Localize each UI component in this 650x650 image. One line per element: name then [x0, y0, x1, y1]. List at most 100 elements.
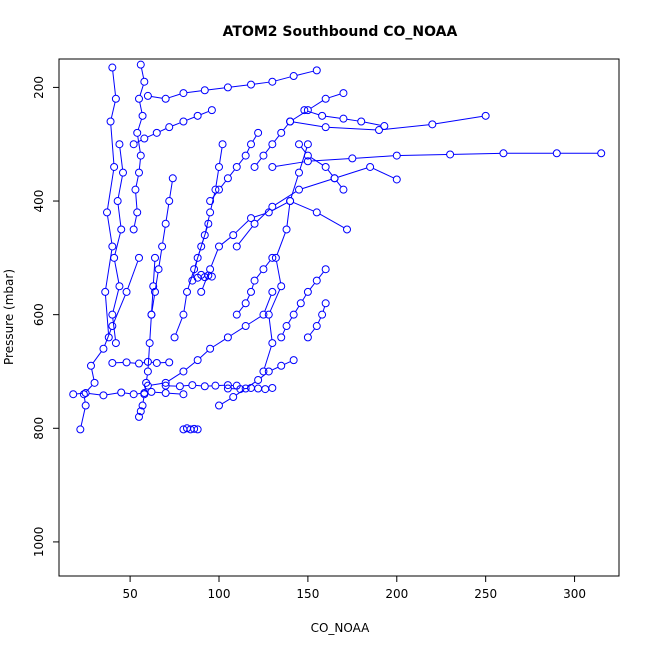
data-point	[190, 424, 199, 433]
series-line-segment	[186, 116, 195, 121]
data-point	[289, 356, 298, 365]
series-24	[179, 424, 202, 434]
data-point	[129, 225, 138, 234]
data-point	[229, 231, 238, 240]
data-point	[318, 310, 327, 319]
series-line-segment	[155, 272, 159, 289]
series-line-segment	[274, 135, 280, 142]
y-axis: 200 400 600 800 1000	[32, 76, 59, 557]
data-point	[250, 276, 259, 285]
series-line-segment	[169, 392, 180, 395]
data-point	[103, 208, 111, 217]
series-line-segment	[322, 306, 326, 312]
data-point	[108, 358, 117, 367]
series-line-segment	[135, 193, 138, 209]
data-point	[261, 385, 270, 394]
series-line-segment	[230, 327, 243, 336]
data-point	[106, 117, 115, 126]
data-point	[282, 322, 291, 331]
data-point	[165, 123, 174, 132]
data-point	[215, 185, 223, 194]
plot-frame	[58, 58, 620, 577]
data-point	[170, 333, 179, 342]
series-line-segment	[139, 102, 143, 113]
data-point	[259, 367, 268, 376]
data-point	[289, 310, 298, 319]
data-point	[215, 401, 223, 410]
data-point	[193, 111, 202, 120]
data-point	[268, 140, 277, 149]
series-line-segment	[300, 146, 307, 154]
data-point	[129, 390, 138, 399]
series-line-segment	[133, 215, 137, 227]
series-line-segment	[110, 102, 116, 119]
data-point	[218, 140, 227, 149]
x-tick-label: 200	[385, 587, 408, 601]
data-point	[264, 208, 273, 217]
data-point	[204, 219, 213, 228]
series-line-segment	[208, 87, 225, 91]
data-point	[111, 339, 120, 348]
series-line-segment	[147, 133, 154, 138]
series-line-segment	[282, 123, 289, 131]
data-point	[200, 231, 209, 240]
data-point	[321, 123, 330, 132]
series-line-segment	[183, 295, 187, 312]
data-point	[295, 140, 303, 149]
data-point	[119, 168, 127, 177]
series-5	[129, 60, 149, 234]
series-25	[303, 299, 330, 342]
series-line-segment	[138, 159, 141, 170]
series-line-segment	[172, 122, 181, 127]
series-line-segment	[248, 381, 256, 387]
series-28	[232, 253, 277, 319]
series-line-segment	[201, 226, 208, 244]
series-line-segment	[382, 124, 429, 131]
data-point	[282, 225, 291, 234]
series-line-segment	[162, 227, 166, 244]
data-point	[108, 310, 117, 319]
data-point	[90, 378, 99, 387]
data-point	[339, 185, 348, 194]
series-line-segment	[113, 294, 126, 323]
series-line-segment	[136, 139, 142, 144]
data-point	[179, 367, 188, 376]
series-line-segment	[85, 385, 93, 392]
data-point	[135, 412, 143, 421]
series-line-segment	[210, 249, 219, 267]
data-point	[295, 168, 303, 177]
data-point	[179, 117, 188, 126]
series-line-segment	[310, 100, 323, 109]
data-point	[312, 276, 321, 285]
data-point	[158, 242, 167, 251]
data-point	[152, 358, 161, 367]
data-point	[206, 197, 215, 206]
data-point	[303, 157, 312, 166]
series-line-segment	[329, 126, 376, 131]
series-line-segment	[187, 272, 194, 289]
series-line-segment	[151, 289, 154, 312]
series-line-segment	[168, 372, 181, 382]
series-23	[215, 356, 298, 410]
series-line-segment	[91, 369, 95, 380]
series-8	[143, 287, 277, 390]
data-point	[211, 381, 220, 390]
series-line-segment	[256, 158, 262, 165]
data-point	[597, 149, 606, 158]
data-point	[271, 253, 280, 262]
data-point	[264, 367, 273, 376]
data-point	[250, 219, 259, 228]
series-line-segment	[135, 175, 139, 187]
data-point	[259, 265, 268, 274]
data-point	[268, 383, 277, 392]
series-line-segment	[112, 70, 116, 96]
series-line-segment	[260, 373, 267, 379]
data-point	[193, 425, 202, 434]
data-point	[268, 202, 277, 211]
data-point	[136, 60, 145, 69]
data-point	[223, 381, 232, 390]
series-line-segment	[117, 204, 122, 227]
data-point	[69, 390, 78, 399]
y-tick-label: 200	[32, 76, 46, 99]
series-line-segment	[127, 260, 139, 289]
